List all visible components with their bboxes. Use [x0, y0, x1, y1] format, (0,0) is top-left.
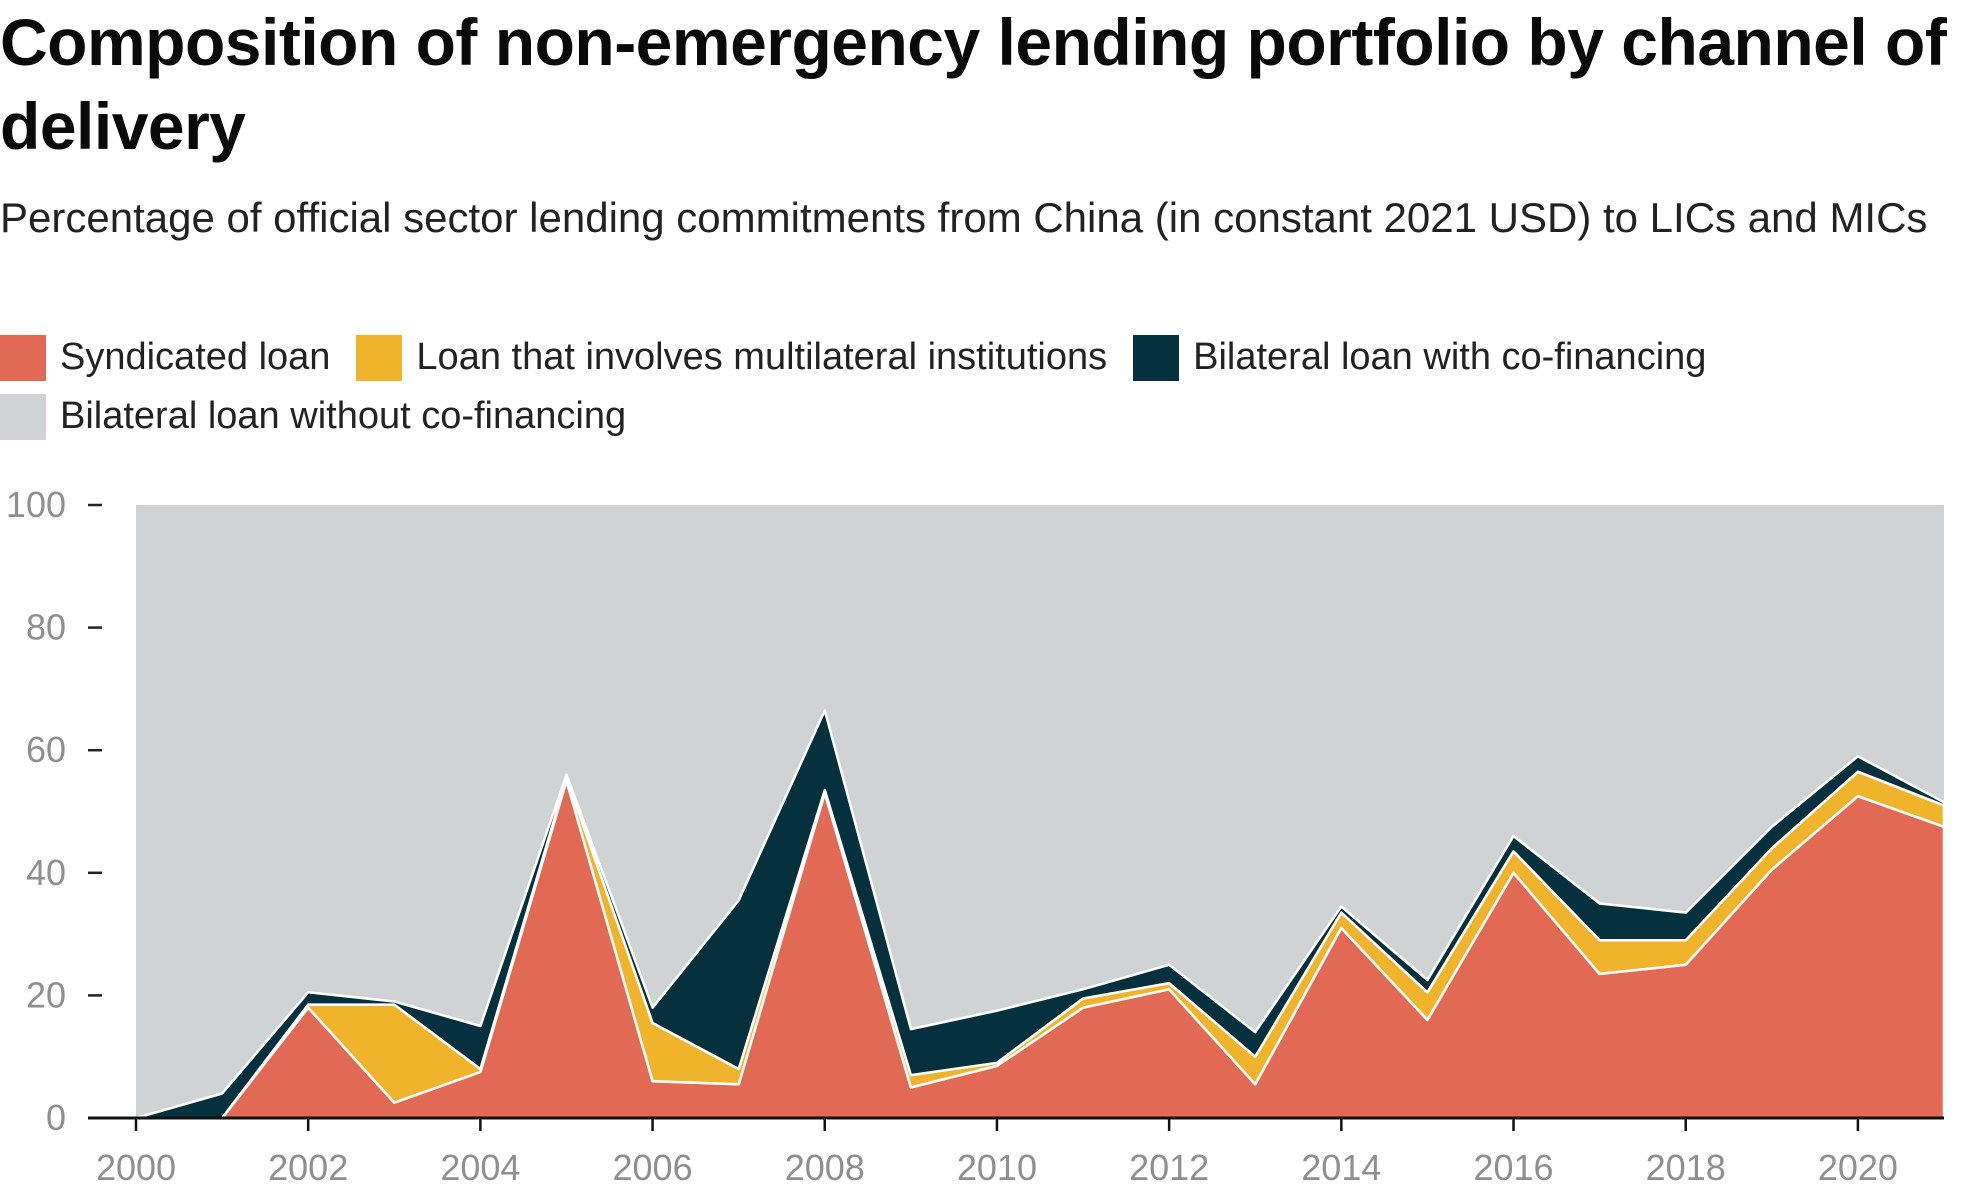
legend-label-without-cofinancing: Bilateral loan without co-financing — [60, 395, 627, 437]
area-cofinancing — [134, 709, 1946, 1120]
stacked-area-chart: 0 20 40 60 80 100 2000 2002 2004 2006 2008 2010 2012… — [6, 484, 1946, 1188]
legend-swatch-cofinancing — [1133, 334, 1180, 381]
legend-item-multilateral: Loan that involves multilateral institut… — [356, 334, 1107, 381]
x-tick-label: 2000 — [96, 1147, 176, 1188]
legend-label-cofinancing: Bilateral loan with co-financing — [1193, 336, 1707, 378]
x-tick-label: 2002 — [268, 1147, 348, 1188]
chart-title: Composition of non-emergency lending por… — [0, 5, 1947, 163]
chart-axes: 0 20 40 60 80 100 2000 2002 2004 2006 2008 2010 2012… — [6, 484, 1944, 1188]
x-tick-label: 2008 — [785, 1147, 865, 1188]
legend-item-cofinancing: Bilateral loan with co-financing — [1133, 334, 1706, 381]
area-without-cofinancing — [136, 505, 1944, 1118]
x-tick-label: 2006 — [613, 1147, 693, 1188]
y-tick-label: 40 — [26, 852, 66, 893]
x-tick-label: 2014 — [1301, 1147, 1381, 1188]
x-tick-label: 2020 — [1818, 1147, 1898, 1188]
y-tick-label: 100 — [6, 484, 66, 525]
y-tick-label: 60 — [26, 729, 66, 770]
legend-swatch-multilateral — [356, 334, 403, 381]
chart-subtitle: Percentage of official sector lending co… — [0, 194, 1928, 241]
y-tick-label: 0 — [46, 1097, 66, 1138]
x-tick-label: 2012 — [1129, 1147, 1209, 1188]
x-tick-label: 2016 — [1473, 1147, 1553, 1188]
y-tick-label: 80 — [26, 607, 66, 648]
legend-swatch-without-cofinancing — [0, 393, 46, 440]
y-tick-label: 20 — [26, 974, 66, 1015]
legend-label-multilateral: Loan that involves multilateral institut… — [416, 336, 1108, 378]
x-tick-label: 2018 — [1646, 1147, 1726, 1188]
legend-item-without-cofinancing: Bilateral loan without co-financing — [0, 393, 626, 440]
legend-item-syndicated: Syndicated loan — [0, 334, 330, 381]
legend-label-syndicated: Syndicated loan — [60, 336, 331, 378]
x-tick-label: 2004 — [440, 1147, 520, 1188]
legend-swatch-syndicated — [0, 334, 46, 381]
area-series-group — [134, 505, 1946, 1120]
x-tick-label: 2010 — [957, 1147, 1037, 1188]
chart-legend: Syndicated loan Loan that involves multi… — [0, 334, 1940, 440]
